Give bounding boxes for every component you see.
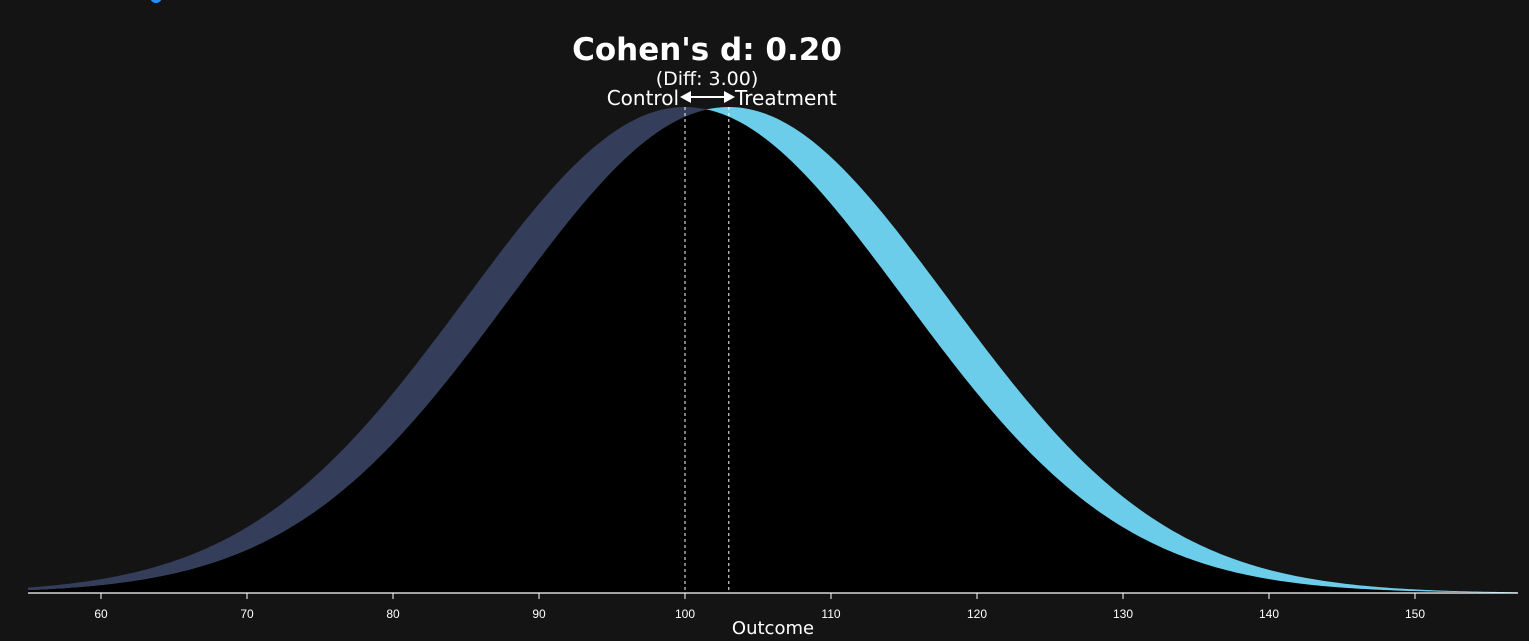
difference-arrow bbox=[680, 91, 735, 103]
control-label: Control bbox=[607, 86, 679, 110]
chart-subtitle: (Diff: 3.00) bbox=[656, 68, 759, 90]
x-tick-label: 70 bbox=[240, 607, 254, 621]
treatment-label: Treatment bbox=[734, 86, 837, 110]
overlap-area bbox=[28, 109, 1518, 593]
x-tick-label: 80 bbox=[386, 607, 400, 621]
mean-lines bbox=[684, 107, 730, 593]
x-tick-label: 140 bbox=[1259, 607, 1279, 621]
x-tick-label: 60 bbox=[94, 607, 108, 621]
x-axis-ticks: 60 70 80 90 100 110 120 130 140 150 bbox=[94, 593, 1425, 621]
x-axis-label: Outcome bbox=[732, 618, 814, 639]
difference-arrow-left-head bbox=[680, 91, 691, 103]
x-tick-label: 120 bbox=[967, 607, 987, 621]
x-tick-label: 150 bbox=[1405, 607, 1425, 621]
x-tick-label: 110 bbox=[821, 607, 840, 621]
x-tick-label: 130 bbox=[1113, 607, 1133, 621]
distribution-areas bbox=[28, 107, 1518, 594]
x-tick-label: 90 bbox=[532, 607, 546, 621]
x-tick-label: 100 bbox=[675, 607, 695, 621]
chart-title: Cohen's d: 0.20 bbox=[572, 32, 842, 68]
app-logo-fragment bbox=[150, 0, 162, 3]
difference-arrow-right-head bbox=[724, 91, 735, 103]
